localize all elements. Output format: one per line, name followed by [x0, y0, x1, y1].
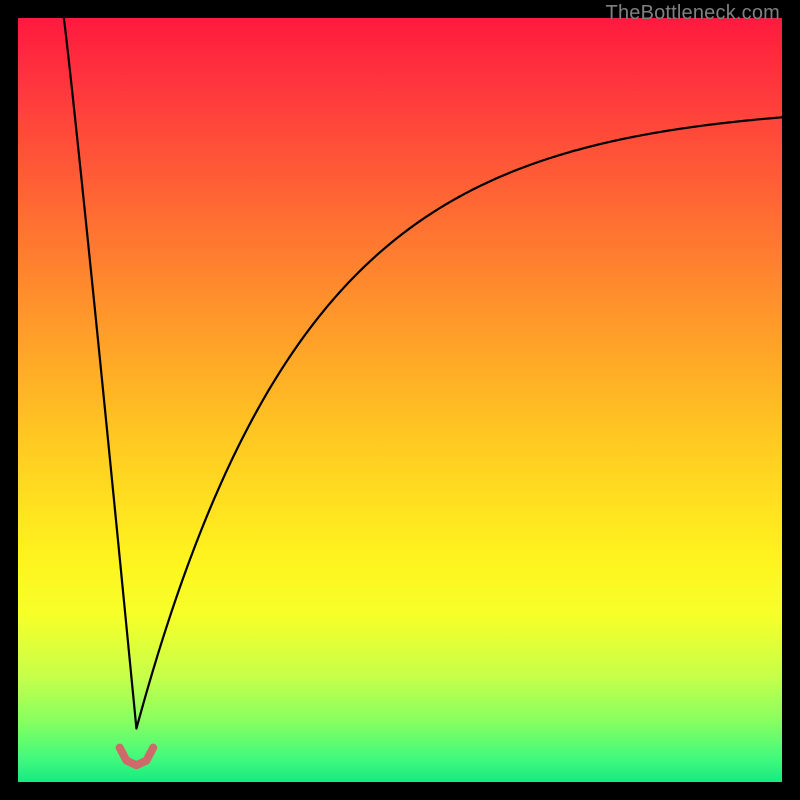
- chart-plot-area: [18, 18, 782, 782]
- dip-marker: [120, 748, 154, 766]
- chart-curve-layer: [18, 18, 782, 782]
- bottleneck-curve: [64, 18, 782, 729]
- watermark-text: TheBottleneck.com: [606, 2, 780, 25]
